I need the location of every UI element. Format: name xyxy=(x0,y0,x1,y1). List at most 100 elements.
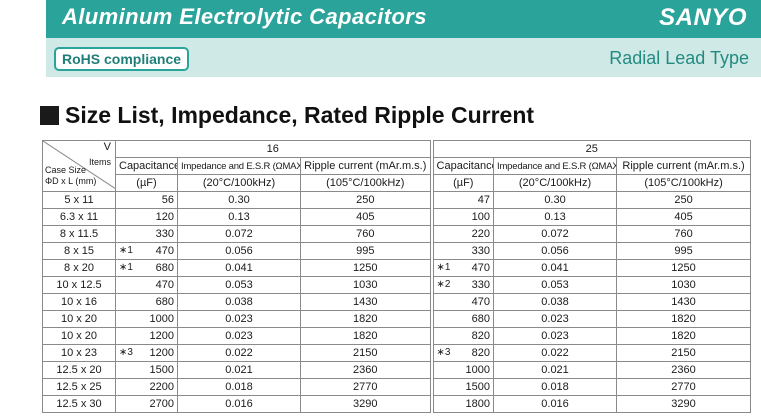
capacitance-value: 470 xyxy=(471,262,491,274)
ripple-cell-16: 1820 xyxy=(299,310,433,328)
capacitance-cell-25: 47 xyxy=(429,191,495,209)
capacitance-value: 470 xyxy=(155,245,174,257)
capacitance-cell-16: ∗1 470 xyxy=(115,242,178,260)
ripple-cell-25: 2770 xyxy=(616,378,752,396)
table-row: 12.5 x 20 1500 0.021 2360 1000 0.021 236… xyxy=(42,361,752,379)
capacitance-value: 470 xyxy=(155,279,174,291)
capacitance-cell-16: 680 xyxy=(115,293,178,311)
capacitance-cell-16: 2700 xyxy=(115,395,178,413)
ripple-cell-25: 1820 xyxy=(616,310,752,328)
capacitance-cell-16: 330 xyxy=(115,225,178,243)
impedance-cell-16: 0.018 xyxy=(177,378,301,396)
capacitance-value: 1500 xyxy=(465,381,491,393)
unit-impedance-16: (20°C/100kHz) xyxy=(177,174,301,192)
capacitance-cell-25: ∗3 820 xyxy=(429,344,495,362)
case-size-cell: 8 x 15 xyxy=(42,242,116,260)
table-row: 10 x 23 ∗3 1200 0.022 2150 ∗3 820 0.022 21… xyxy=(42,344,752,362)
case-size-cell: 10 x 23 xyxy=(42,344,116,362)
table-row: 12.5 x 30 2700 0.016 3290 1800 0.016 329… xyxy=(42,395,752,413)
impedance-cell-25: 0.022 xyxy=(493,344,618,362)
ripple-cell-25: 760 xyxy=(616,225,752,243)
impedance-cell-25: 0.023 xyxy=(493,327,618,345)
capacitance-value: 820 xyxy=(471,330,491,342)
ripple-cell-16: 1430 xyxy=(299,293,433,311)
page-title: Aluminum Electrolytic Capacitors xyxy=(62,4,427,29)
capacitance-value: 1200 xyxy=(149,330,174,342)
footnote-mark: ∗3 xyxy=(436,347,451,358)
impedance-cell-25: 0.053 xyxy=(493,276,618,294)
corner-voltage-label: V xyxy=(103,141,111,154)
table-row: 10 x 20 1000 0.023 1820 680 0.023 1820 xyxy=(42,310,752,328)
table-row: 10 x 20 1200 0.023 1820 820 0.023 1820 xyxy=(42,327,752,345)
ripple-cell-25: 995 xyxy=(616,242,752,260)
impedance-cell-16: 0.016 xyxy=(177,395,301,413)
case-size-cell: 10 x 12.5 xyxy=(42,276,116,294)
capacitance-value: 1500 xyxy=(149,364,174,376)
capacitance-value: 470 xyxy=(471,296,491,308)
unit-ripple-25: (105°C/100kHz) xyxy=(616,174,752,192)
ripple-cell-16: 1030 xyxy=(299,276,433,294)
impedance-cell-16: 0.023 xyxy=(177,310,301,328)
footnote-mark: ∗2 xyxy=(436,279,451,290)
table-row: 8 x 20 ∗1 680 0.041 1250 ∗1 470 0.041 1250 xyxy=(42,259,752,277)
capacitance-value: 330 xyxy=(471,245,491,257)
unit-capacitance-16: (µF) xyxy=(115,174,178,192)
table-row: 8 x 15 ∗1 470 0.056 995 330 0.056 995 xyxy=(42,242,752,260)
impedance-cell-16: 0.30 xyxy=(177,191,301,209)
col-header-capacitance-16: Capacitance xyxy=(115,157,178,175)
ripple-cell-16: 2360 xyxy=(299,361,433,379)
capacitance-value: 330 xyxy=(471,279,491,291)
capacitance-value: 1200 xyxy=(149,347,174,359)
ripple-cell-25: 2360 xyxy=(616,361,752,379)
case-size-cell: 6.3 x 11 xyxy=(42,208,116,226)
capacitance-cell-16: 470 xyxy=(115,276,178,294)
impedance-cell-16: 0.056 xyxy=(177,242,301,260)
capacitance-cell-25: 330 xyxy=(429,242,495,260)
lead-type-label: Radial Lead Type xyxy=(609,48,749,68)
capacitance-value: 680 xyxy=(471,313,491,325)
impedance-cell-16: 0.041 xyxy=(177,259,301,277)
ripple-cell-25: 405 xyxy=(616,208,752,226)
case-size-cell: 12.5 x 25 xyxy=(42,378,116,396)
footnote-mark: ∗1 xyxy=(436,262,451,273)
ripple-cell-16: 250 xyxy=(299,191,433,209)
capacitance-cell-16: 2200 xyxy=(115,378,178,396)
capacitance-cell-16: 1200 xyxy=(115,327,178,345)
capacitance-cell-16: 1500 xyxy=(115,361,178,379)
table-row: 6.3 x 11 120 0.13 405 100 0.13 405 xyxy=(42,208,752,226)
corner-diagonal-icon xyxy=(43,141,115,189)
col-header-impedance-25: Impedance and E.S.R (ΩMAX.) xyxy=(493,157,618,175)
capacitance-value: 680 xyxy=(155,262,174,274)
voltage-header-16: 16 xyxy=(114,140,433,158)
rohs-badge: RoHS compliance xyxy=(54,47,190,71)
footnote-mark: ∗1 xyxy=(119,245,133,256)
impedance-cell-25: 0.018 xyxy=(493,378,618,396)
case-size-cell: 10 x 20 xyxy=(42,310,116,328)
col-header-ripple-16: Ripple current (mAr.m.s.) xyxy=(299,157,433,175)
col-header-ripple-25: Ripple current (mAr.m.s.) xyxy=(616,157,752,175)
impedance-cell-16: 0.072 xyxy=(177,225,301,243)
capacitance-cell-25: 100 xyxy=(429,208,495,226)
table-row: 5 x 11 56 0.30 250 47 0.30 250 xyxy=(42,191,752,209)
capacitance-value: 2200 xyxy=(149,381,174,393)
ripple-cell-16: 2770 xyxy=(299,378,433,396)
case-size-cell: 10 x 20 xyxy=(42,327,116,345)
table-row: 8 x 11.5 330 0.072 760 220 0.072 760 xyxy=(42,225,752,243)
table-row: 10 x 16 680 0.038 1430 470 0.038 1430 xyxy=(42,293,752,311)
ripple-cell-25: 1820 xyxy=(616,327,752,345)
ripple-cell-25: 1030 xyxy=(616,276,752,294)
ripple-cell-16: 995 xyxy=(299,242,433,260)
case-size-cell: 8 x 20 xyxy=(42,259,116,277)
capacitance-cell-25: 820 xyxy=(429,327,495,345)
capacitance-cell-25: 1800 xyxy=(429,395,495,413)
capacitance-value: 220 xyxy=(471,228,491,240)
capacitance-value: 47 xyxy=(477,194,491,206)
capacitance-value: 100 xyxy=(471,211,491,223)
ripple-cell-25: 1430 xyxy=(616,293,752,311)
table-corner-cell: V Items Case Size ΦD x L (mm) xyxy=(42,140,116,192)
size-list-table: V Items Case Size ΦD x L (mm) 16 25 Capa… xyxy=(42,140,752,413)
capacitance-cell-25: ∗2 330 xyxy=(429,276,495,294)
section-title-text: Size List, Impedance, Rated Ripple Curre… xyxy=(65,102,535,128)
capacitance-value: 680 xyxy=(155,296,174,308)
corner-items-label: Items xyxy=(88,157,111,167)
